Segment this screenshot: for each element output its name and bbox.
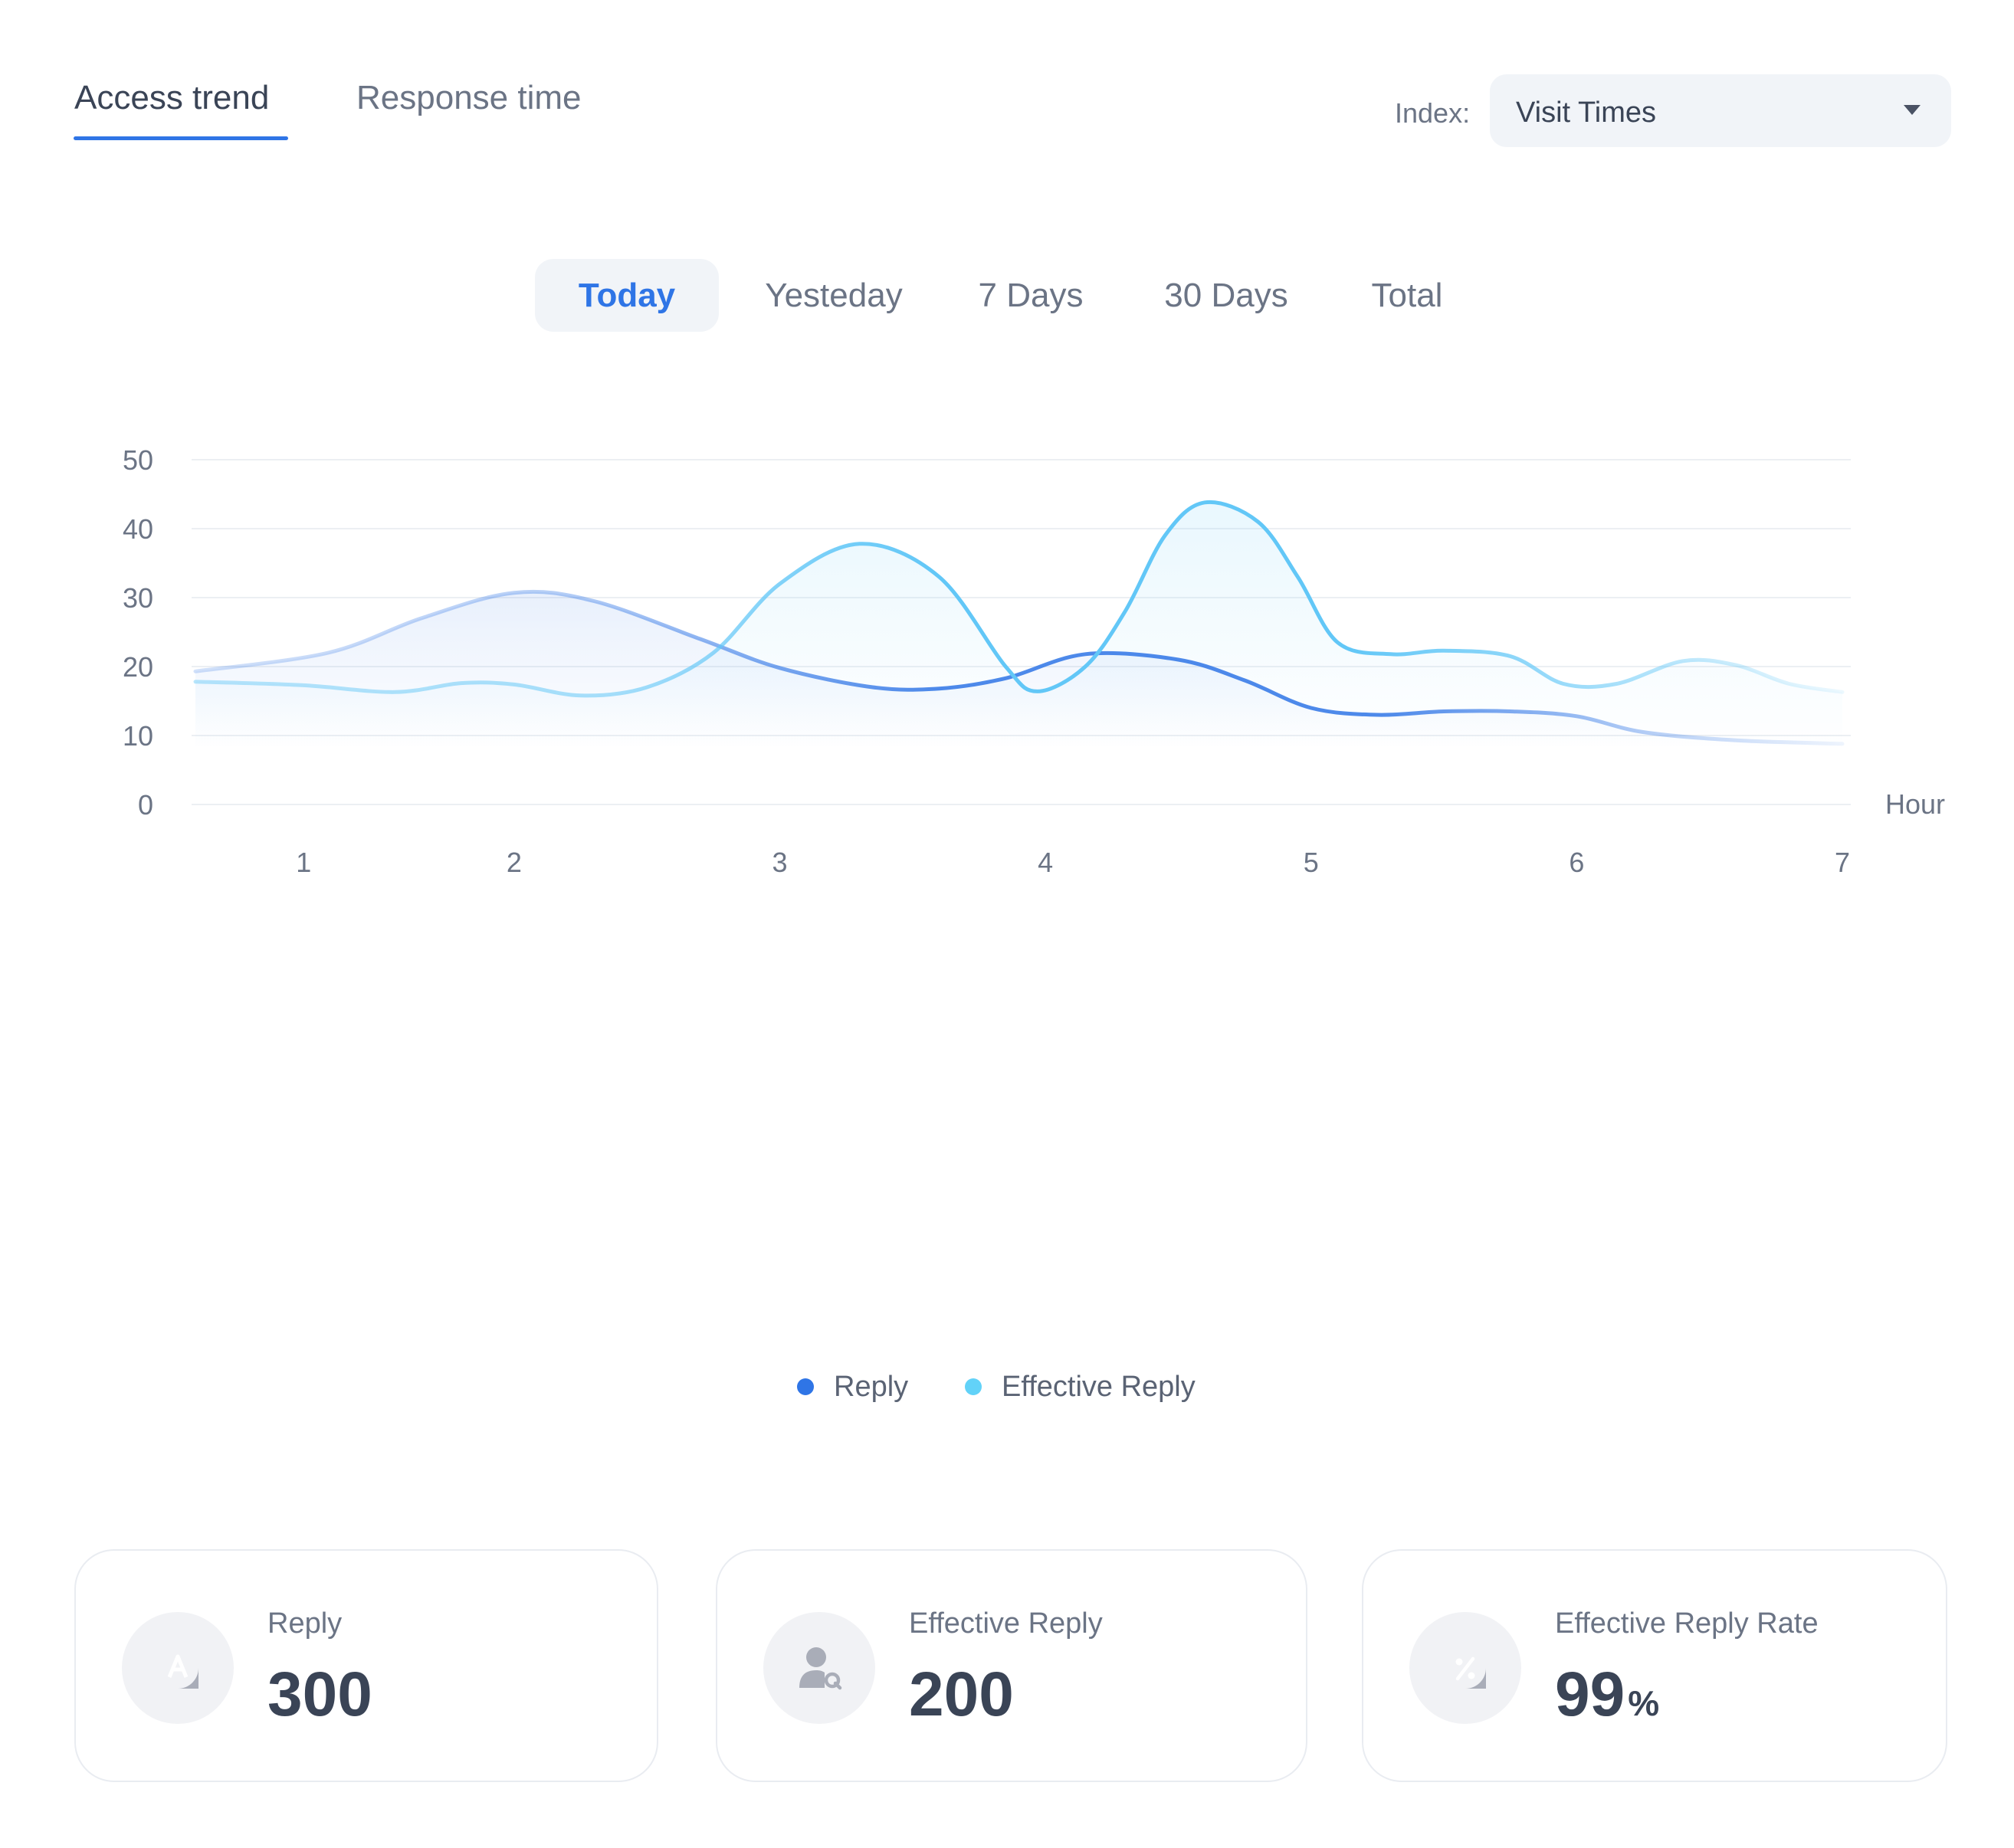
y-axis-ticks: 0 10 20 30 40 50: [123, 444, 153, 821]
series-line-effective-reply: [193, 500, 1845, 698]
stat-number: 99: [1555, 1660, 1625, 1729]
x-tick-label: 3: [772, 847, 788, 878]
legend-item-effective-reply[interactable]: Effective Reply: [965, 1365, 1196, 1408]
index-select[interactable]: Visit Times: [1490, 74, 1951, 147]
index-label: Index:: [1395, 97, 1471, 129]
stat-card-effective-reply: Effective Reply 200: [716, 1549, 1307, 1782]
stat-value: 300: [267, 1656, 376, 1742]
percent-icon: [1409, 1612, 1521, 1724]
stat-label: Effective Reply: [909, 1607, 1103, 1640]
x-axis-label: Hour: [1885, 788, 1945, 820]
period-today[interactable]: Today: [535, 259, 719, 332]
y-tick-label: 30: [123, 582, 153, 614]
legend-dot-effective-reply: [965, 1378, 982, 1395]
chart-areas: [195, 502, 1842, 749]
x-tick-label: 4: [1038, 847, 1053, 878]
stat-number: 200: [909, 1660, 1014, 1729]
period-yesterday[interactable]: Yesteday: [765, 277, 903, 314]
tab-response-time[interactable]: Response time: [356, 79, 582, 116]
stat-card-reply: Reply 300: [74, 1549, 658, 1782]
y-tick-label: 20: [123, 651, 153, 683]
series-line-reply: [193, 589, 1845, 746]
period-30-days[interactable]: 30 Days: [1164, 277, 1288, 314]
legend-label-reply: Reply: [834, 1370, 909, 1403]
y-tick-label: 40: [123, 513, 153, 545]
legend-label-effective-reply: Effective Reply: [1002, 1370, 1196, 1403]
effective-reply-icon: [763, 1612, 875, 1724]
x-axis-ticks: 1 2 3 4 5 6 7: [296, 847, 1850, 878]
y-tick-label: 0: [138, 789, 153, 821]
stat-number: 300: [267, 1660, 372, 1729]
legend-dot-reply: [797, 1378, 814, 1395]
reply-icon: [122, 1612, 234, 1724]
legend-item-reply[interactable]: Reply: [797, 1365, 908, 1408]
y-tick-label: 50: [123, 444, 153, 476]
stat-card-effective-reply-rate: Effective Reply Rate 99%: [1362, 1549, 1947, 1782]
y-tick-label: 10: [123, 720, 153, 752]
x-tick-label: 5: [1304, 847, 1319, 878]
period-total[interactable]: Total: [1371, 277, 1443, 314]
caret-down-icon: [1904, 105, 1921, 115]
stat-value: 200: [909, 1656, 1017, 1742]
chart-lines: [193, 500, 1845, 746]
period-7-days[interactable]: 7 Days: [978, 277, 1084, 314]
stat-label: Reply: [267, 1607, 343, 1640]
x-tick-label: 7: [1835, 847, 1850, 878]
active-tab-indicator: [74, 136, 288, 140]
x-tick-label: 6: [1569, 847, 1584, 878]
x-tick-label: 2: [507, 847, 522, 878]
tab-access-trend[interactable]: Access trend: [74, 79, 270, 116]
trend-chart: 0 10 20 30 40 50 1 2 3 4 5 6 7 Hour: [123, 444, 1945, 878]
x-tick-label: 1: [296, 847, 311, 878]
index-select-value: Visit Times: [1516, 97, 1657, 129]
stat-label: Effective Reply Rate: [1555, 1607, 1819, 1640]
series-area-effective-reply: [195, 502, 1842, 749]
stat-value: 99%: [1555, 1656, 1659, 1742]
stat-unit: %: [1628, 1683, 1660, 1723]
